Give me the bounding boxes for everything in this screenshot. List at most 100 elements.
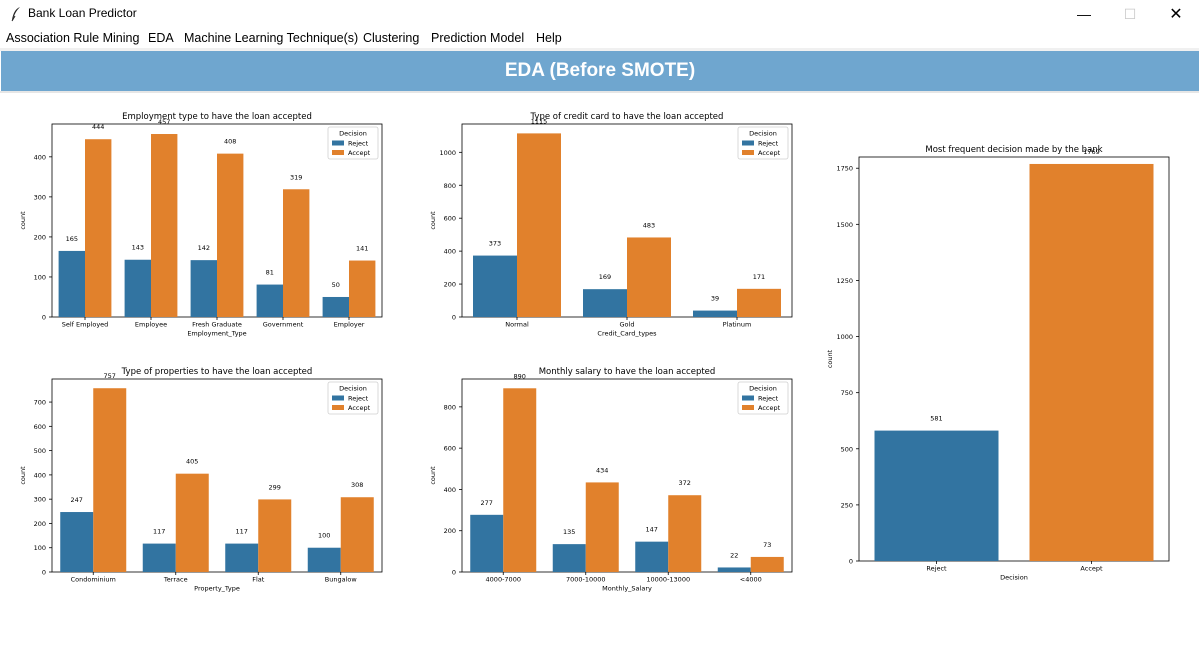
bar-accept (217, 153, 244, 317)
y-tick-label: 250 (841, 501, 853, 509)
bar-value-label: 408 (224, 138, 236, 146)
legend-title: Decision (749, 130, 777, 138)
x-tick-label: 4000-7000 (486, 576, 521, 584)
y-tick-label: 400 (444, 248, 456, 256)
y-tick-label: 500 (841, 445, 853, 453)
bar-reject (142, 543, 176, 572)
legend-swatch-accept (332, 150, 344, 155)
bar-value-label: 890 (514, 372, 526, 380)
bar-accept (737, 288, 781, 317)
bar-value-label: 100 (318, 532, 330, 540)
bar-value-label: 135 (563, 528, 575, 536)
chart-title: Type of properties to have the loan acce… (121, 367, 313, 377)
menu-help[interactable]: Help (536, 31, 562, 45)
y-tick-label: 100 (34, 273, 46, 281)
bar-reject (190, 260, 217, 317)
bar-value-label: 117 (236, 528, 248, 536)
bar-reject (256, 284, 283, 317)
bar-value-label: 308 (351, 481, 363, 489)
y-tick-label: 200 (34, 233, 46, 241)
x-axis-label: Credit_Card_types (597, 330, 657, 338)
legend-label: Accept (348, 404, 371, 412)
x-tick-label: Government (263, 321, 304, 329)
y-tick-label: 0 (849, 558, 853, 566)
bar-value-label: 39 (711, 295, 719, 303)
legend-swatch-accept (742, 405, 754, 410)
bar-value-label: 319 (290, 173, 302, 181)
y-tick-label: 400 (34, 471, 46, 479)
y-tick-label: 800 (444, 403, 456, 411)
x-axis-label: Monthly_Salary (602, 585, 652, 593)
menu-prediction-model[interactable]: Prediction Model (431, 31, 525, 45)
legend-title: Decision (339, 385, 367, 393)
banner-divider (0, 91, 1199, 93)
bar-value-label: 142 (198, 244, 210, 252)
bar-accept (93, 388, 127, 572)
bar-reject (717, 567, 751, 572)
legend-swatch-reject (332, 140, 344, 146)
menu-machine-learning[interactable]: Machine Learning Technique(s) (184, 31, 359, 45)
bar-value-label: 581 (930, 415, 942, 423)
y-tick-label: 400 (444, 486, 456, 494)
x-tick-label: 7000-10000 (566, 576, 606, 584)
page-title: EDA (Before SMOTE) (504, 60, 696, 81)
bar-accept (283, 189, 310, 317)
x-tick-label: Terrace (163, 576, 188, 584)
y-tick-label: 0 (452, 314, 456, 322)
x-tick-label: Normal (505, 321, 529, 329)
menu-clustering[interactable]: Clustering (363, 31, 420, 45)
bar-reject (470, 514, 504, 572)
legend-title: Decision (749, 385, 777, 393)
bar-value-label: 22 (730, 551, 738, 559)
bar-value-label: 757 (104, 372, 116, 380)
x-tick-label: Bungalow (325, 576, 358, 584)
y-tick-label: 1250 (836, 277, 853, 285)
bar-value-label: 147 (646, 526, 658, 534)
legend-swatch-reject (742, 395, 754, 401)
legend-label: Reject (348, 395, 369, 403)
y-tick-label: 200 (34, 520, 46, 528)
chart-title: Type of credit card to have the loan acc… (530, 112, 724, 122)
y-tick-label: 1500 (836, 221, 853, 229)
bar-accept (503, 388, 537, 572)
y-tick-label: 1000 (836, 333, 853, 341)
legend-label: Reject (758, 395, 779, 403)
y-tick-label: 100 (34, 544, 46, 552)
y-tick-label: 300 (34, 496, 46, 504)
legend-title: Decision (339, 130, 367, 138)
bar-reject (583, 289, 627, 317)
bar-value-label: 81 (266, 269, 274, 277)
plot-frame (858, 156, 1170, 562)
menu-separator (0, 48, 1199, 51)
bar-value-label: 405 (186, 458, 198, 466)
x-tick-label: Accept (1080, 565, 1103, 573)
maximize-button[interactable]: ☐ (1123, 5, 1137, 22)
y-axis-label: count (429, 466, 437, 485)
chart-title: Employment type to have the loan accepte… (122, 112, 312, 122)
bar-accept (175, 473, 209, 572)
menu-eda[interactable]: EDA (148, 31, 174, 45)
bar-accept (750, 556, 784, 572)
y-tick-label: 500 (34, 447, 46, 455)
bar-value-label: 117 (153, 528, 165, 536)
menu-association-rule-mining[interactable]: Association Rule Mining (6, 31, 140, 45)
legend-swatch-accept (742, 150, 754, 155)
bar-value-label: 1115 (531, 117, 548, 125)
x-tick-label: <4000 (740, 576, 762, 584)
bar-reject (225, 543, 259, 572)
bar-accept (258, 499, 292, 572)
bar-value-label: 247 (71, 496, 83, 504)
bar-value-label: 434 (596, 466, 608, 474)
y-tick-label: 0 (42, 314, 46, 322)
x-tick-label: Reject (926, 565, 947, 573)
close-button[interactable]: ✕ (1169, 6, 1183, 23)
y-axis-label: count (19, 211, 27, 230)
y-tick-label: 700 (34, 399, 46, 407)
bar-reject (874, 430, 999, 561)
y-tick-label: 1750 (836, 165, 853, 173)
minimize-button[interactable]: — (1077, 6, 1091, 22)
bar-reject (307, 547, 341, 572)
bar-value-label: 169 (599, 273, 611, 281)
bar-reject (58, 250, 85, 317)
x-tick-label: 10000-13000 (646, 576, 690, 584)
